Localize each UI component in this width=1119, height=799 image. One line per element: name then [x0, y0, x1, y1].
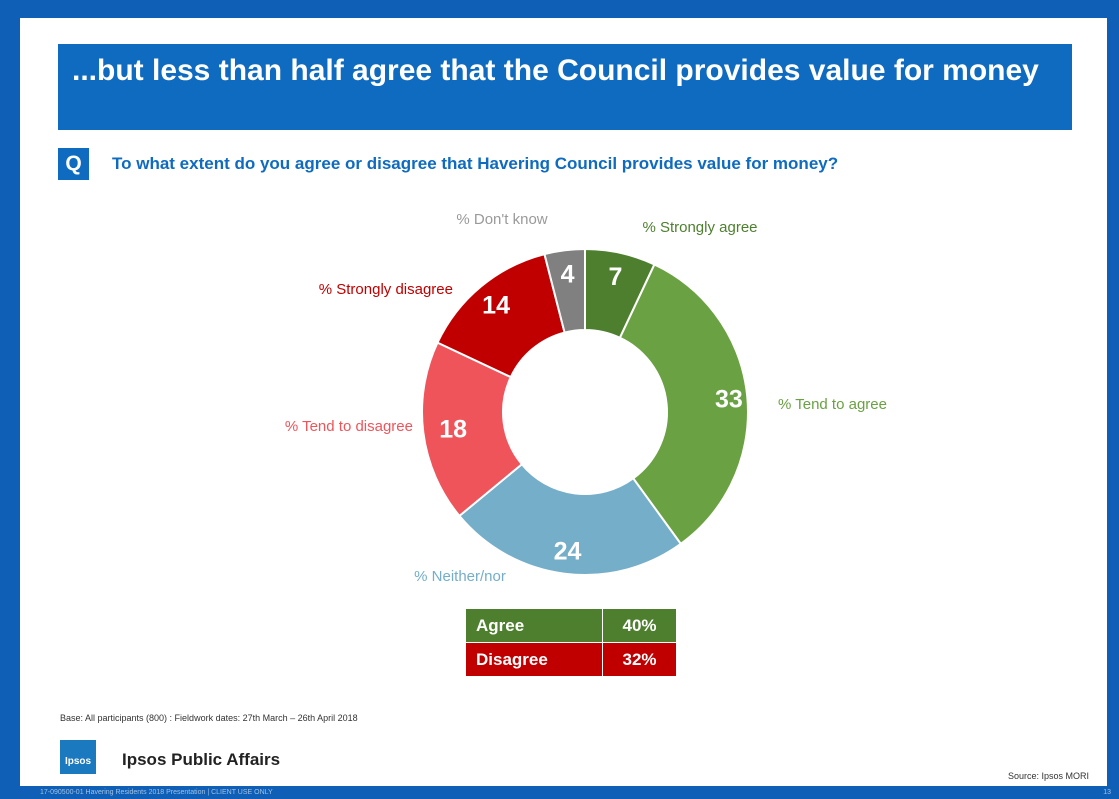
category-label-neither-nor: % Neither/nor — [414, 568, 506, 585]
brand-name: Ipsos Public Affairs — [122, 750, 281, 769]
category-label-tend-to-agree: % Tend to agree — [778, 396, 887, 413]
summary-row-disagree: Disagree 32% — [465, 642, 677, 677]
slice-neither-nor — [457, 462, 683, 576]
question-text: To what extent do you agree or disagree … — [112, 154, 839, 173]
page-number: 13 — [1103, 789, 1111, 796]
category-label-strongly-disagree: % Strongly disagree — [319, 281, 453, 298]
value-label-neither-nor: 24 — [554, 537, 582, 565]
source-note: Source: Ipsos MORI — [1007, 771, 1089, 781]
value-label-strongly-agree: 7 — [608, 263, 622, 291]
summary-label-disagree: Disagree — [465, 642, 603, 677]
value-label-tend-to-agree: 33 — [715, 385, 743, 413]
question-marker: Q — [58, 148, 89, 180]
slice-tend-to-agree — [618, 263, 749, 546]
ipsos-logo: Ipsos — [60, 740, 96, 774]
summary-value-agree: 40% — [602, 608, 677, 643]
donut-chart: 7 % Strongly agree 33 % Tend to agree 24 % Ne… — [285, 211, 887, 585]
category-label-tend-to-disagree: % Tend to disagree — [285, 418, 413, 435]
slide: ...but less than half agree that the Cou… — [20, 18, 1107, 786]
category-label-strongly-agree: % Strongly agree — [642, 219, 757, 236]
summary-value-disagree: 32% — [602, 642, 677, 677]
slice-dont-know — [543, 247, 586, 334]
summary-row-agree: Agree 40% — [465, 608, 677, 643]
base-note: Base: All participants (800) : Fieldwork… — [60, 713, 358, 723]
summary-label-agree: Agree — [465, 608, 603, 643]
value-label-dont-know: 4 — [561, 261, 575, 289]
value-label-tend-to-disagree: 18 — [439, 416, 467, 444]
value-label-strongly-disagree: 14 — [482, 292, 510, 320]
summary-table: Agree 40% Disagree 32% — [465, 608, 677, 677]
category-label-dont-know: % Don't know — [456, 211, 547, 228]
footer-note: 17-090500-01 Havering Residents 2018 Pre… — [40, 789, 273, 796]
page-title: ...but less than half agree that the Cou… — [58, 44, 1072, 130]
slice-tend-to-disagree — [421, 341, 524, 518]
